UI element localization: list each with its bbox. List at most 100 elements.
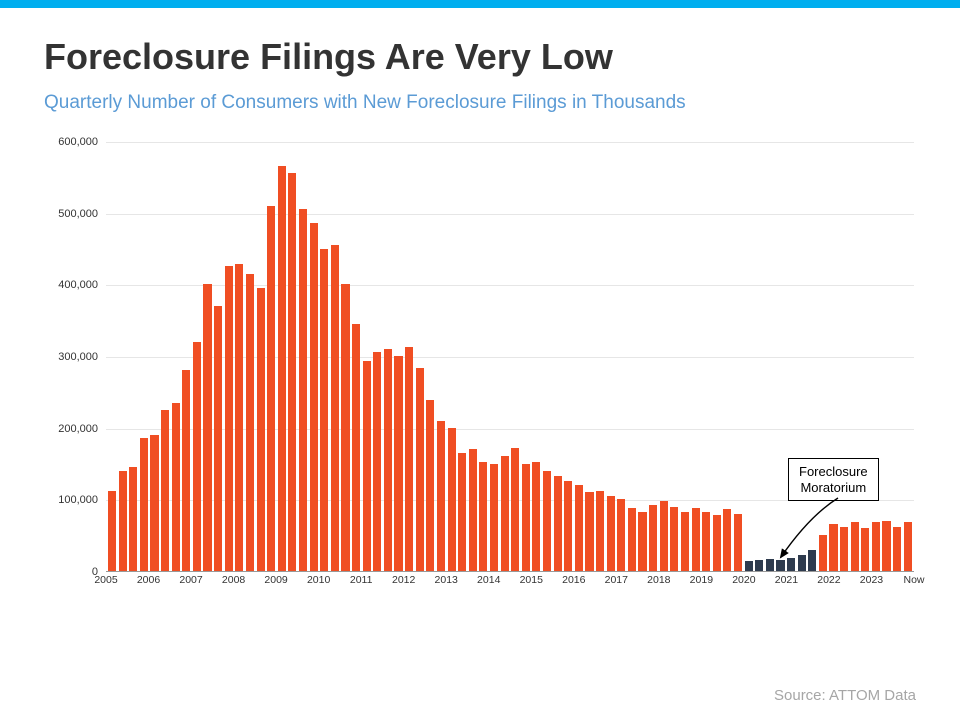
bars-container bbox=[106, 142, 914, 571]
y-tick-label: 100,000 bbox=[58, 494, 98, 506]
y-tick-label: 600,000 bbox=[58, 136, 98, 148]
bar bbox=[246, 274, 254, 571]
bar bbox=[872, 522, 880, 571]
bar bbox=[203, 284, 211, 571]
x-tick-label: 2017 bbox=[605, 574, 628, 586]
bar bbox=[416, 368, 424, 571]
bar bbox=[150, 435, 158, 571]
y-tick-label: 300,000 bbox=[58, 351, 98, 363]
bar bbox=[575, 485, 583, 571]
bar bbox=[596, 491, 604, 571]
bar bbox=[373, 352, 381, 571]
bar bbox=[235, 264, 243, 571]
x-tick-label: Now bbox=[903, 574, 924, 586]
y-tick-label: 500,000 bbox=[58, 208, 98, 220]
main-content: Foreclosure Filings Are Very Low Quarter… bbox=[0, 8, 960, 662]
x-tick-label: 2012 bbox=[392, 574, 415, 586]
chart-title: Foreclosure Filings Are Very Low bbox=[44, 36, 916, 78]
x-tick-label: 2006 bbox=[137, 574, 160, 586]
bar bbox=[108, 491, 116, 571]
bar bbox=[585, 492, 593, 571]
bar bbox=[755, 560, 763, 571]
bar bbox=[861, 528, 869, 571]
x-tick-label: 2021 bbox=[775, 574, 798, 586]
bar bbox=[702, 512, 710, 571]
bar bbox=[734, 514, 742, 571]
x-tick-label: 2020 bbox=[732, 574, 755, 586]
x-tick-label: 2008 bbox=[222, 574, 245, 586]
x-tick-label: 2023 bbox=[860, 574, 883, 586]
x-tick-label: 2016 bbox=[562, 574, 585, 586]
bar bbox=[257, 288, 265, 571]
bar bbox=[660, 501, 668, 571]
bar bbox=[172, 403, 180, 571]
bar bbox=[766, 559, 774, 571]
bar bbox=[119, 471, 127, 571]
bar bbox=[532, 462, 540, 571]
chart-subtitle: Quarterly Number of Consumers with New F… bbox=[44, 92, 916, 114]
bar bbox=[129, 467, 137, 571]
x-tick-label: 2014 bbox=[477, 574, 500, 586]
x-tick-label: 2018 bbox=[647, 574, 670, 586]
bar bbox=[225, 266, 233, 571]
x-tick-label: 2019 bbox=[690, 574, 713, 586]
chart-area: 0100,000200,000300,000400,000500,000600,… bbox=[44, 142, 914, 652]
bar bbox=[692, 508, 700, 571]
bar bbox=[670, 507, 678, 572]
bar bbox=[501, 456, 509, 571]
y-axis-labels: 0100,000200,000300,000400,000500,000600,… bbox=[44, 142, 106, 572]
y-tick-label: 200,000 bbox=[58, 423, 98, 435]
bar bbox=[798, 555, 806, 571]
x-tick-label: 2010 bbox=[307, 574, 330, 586]
bar bbox=[278, 166, 286, 571]
bar bbox=[543, 471, 551, 571]
bar bbox=[787, 558, 795, 571]
bar bbox=[437, 421, 445, 572]
x-tick-label: 2009 bbox=[264, 574, 287, 586]
bar bbox=[469, 449, 477, 571]
bar bbox=[214, 306, 222, 571]
bar bbox=[840, 527, 848, 571]
bar bbox=[490, 464, 498, 572]
y-tick-label: 400,000 bbox=[58, 279, 98, 291]
bar bbox=[808, 550, 816, 572]
bar bbox=[628, 508, 636, 571]
bar bbox=[713, 515, 721, 571]
bar bbox=[161, 410, 169, 571]
bar bbox=[331, 245, 339, 571]
bar bbox=[554, 476, 562, 571]
x-tick-label: 2007 bbox=[179, 574, 202, 586]
x-tick-label: 2005 bbox=[94, 574, 117, 586]
bar bbox=[267, 206, 275, 572]
x-tick-label: 2011 bbox=[350, 574, 373, 586]
callout-line-2: Moratorium bbox=[799, 480, 868, 496]
bar bbox=[776, 560, 784, 571]
bar bbox=[638, 512, 646, 571]
bar bbox=[819, 535, 827, 571]
bar bbox=[893, 527, 901, 571]
bar bbox=[140, 438, 148, 571]
bar bbox=[649, 505, 657, 571]
bar bbox=[320, 249, 328, 572]
bar bbox=[723, 509, 731, 571]
bar bbox=[394, 356, 402, 571]
source-attribution: Source: ATTOM Data bbox=[774, 687, 916, 704]
bar bbox=[193, 342, 201, 571]
bar bbox=[405, 347, 413, 571]
bar bbox=[607, 496, 615, 571]
bar bbox=[448, 428, 456, 571]
bar bbox=[352, 324, 360, 571]
bar bbox=[426, 400, 434, 571]
bar bbox=[522, 464, 530, 572]
x-tick-label: 2015 bbox=[520, 574, 543, 586]
bar bbox=[511, 448, 519, 571]
plot-area: Foreclosure Moratorium bbox=[106, 142, 914, 572]
bar bbox=[479, 462, 487, 571]
bar bbox=[288, 173, 296, 571]
bar bbox=[182, 370, 190, 571]
bar bbox=[384, 349, 392, 571]
bar bbox=[681, 512, 689, 571]
bar bbox=[904, 522, 912, 571]
bar bbox=[829, 524, 837, 571]
bar bbox=[310, 223, 318, 571]
